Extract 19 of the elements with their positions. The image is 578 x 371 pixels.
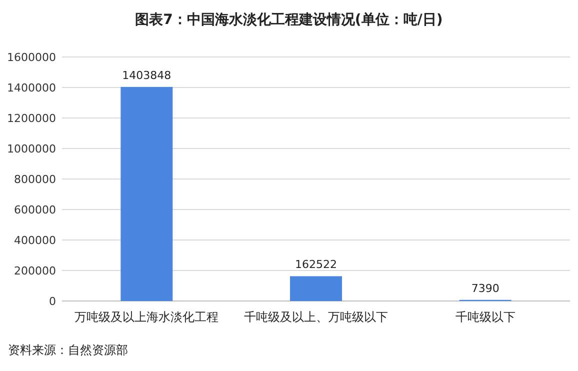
x-tick-label: 千吨级及以上、万吨级以下	[244, 310, 388, 324]
y-tick-label: 800000	[14, 173, 56, 186]
y-tick-label: 200000	[14, 264, 56, 278]
x-tick-label: 万吨级及以上海水淡化工程	[74, 310, 219, 324]
y-tick-label: 600000	[14, 204, 56, 216]
data-label: 1403848	[122, 68, 172, 82]
bar	[120, 86, 173, 301]
data-label: 162522	[295, 258, 337, 272]
data-label: 7390	[471, 282, 500, 295]
y-tick-label: 1000000	[7, 142, 56, 156]
chart-title: 图表7：中国海水淡化工程建设情况(单位：吨/日)	[135, 12, 443, 28]
text: 资料来源：自然资源部	[8, 343, 128, 357]
y-tick-label: 1600000	[7, 51, 56, 64]
x-tick-label: 千吨级以下	[455, 310, 516, 324]
y-tick-label: 1400000	[7, 82, 56, 94]
y-tick-label: 1200000	[7, 112, 56, 125]
y-tick-label: 0	[49, 295, 56, 308]
bar	[290, 276, 342, 301]
y-tick-label: 400000	[14, 234, 56, 247]
